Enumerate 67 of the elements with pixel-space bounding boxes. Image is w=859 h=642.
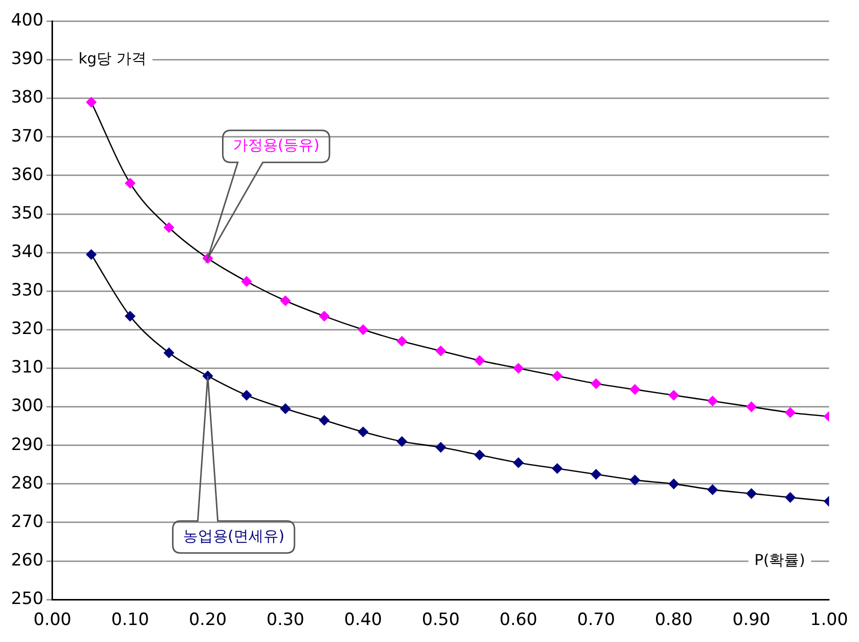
point	[513, 458, 524, 468]
point	[319, 415, 330, 426]
point	[124, 178, 136, 188]
x-tick-label: 0.30	[266, 610, 304, 630]
point	[707, 396, 718, 406]
y-tick-label: 270	[10, 512, 44, 532]
y-tick-label: 300	[10, 396, 44, 416]
y-tick-label: 400	[10, 10, 44, 31]
text: 농업용(면세유)	[182, 526, 284, 545]
point	[707, 484, 718, 495]
y-tick-label: 390	[10, 49, 44, 70]
x-tick-label: 0.80	[654, 610, 693, 630]
point	[124, 311, 136, 322]
point	[164, 348, 174, 358]
point	[241, 390, 252, 400]
point	[241, 276, 252, 287]
point	[785, 407, 796, 418]
y-tick-label: 370	[10, 126, 44, 146]
point	[746, 488, 757, 499]
y-tick-label: 380	[10, 88, 44, 108]
point	[164, 222, 174, 233]
point	[590, 378, 602, 389]
x-tick-label: 0.40	[344, 610, 382, 630]
x-tick-label: 0.10	[111, 610, 150, 630]
point	[630, 474, 640, 486]
text: 가정용(등유)	[232, 136, 320, 154]
point	[436, 346, 446, 356]
x-tick-label: 1.00	[810, 610, 848, 630]
y-tick-label: 360	[10, 164, 44, 185]
point	[630, 384, 640, 395]
point	[552, 370, 562, 382]
point	[590, 469, 602, 480]
point	[86, 97, 96, 108]
x-tick-label: 0.00	[34, 610, 72, 630]
y-tick-label: 290	[10, 434, 44, 455]
x-tick-label: 0.50	[422, 610, 460, 630]
point	[513, 363, 524, 374]
point	[474, 450, 485, 460]
point	[280, 404, 291, 414]
point	[358, 324, 368, 335]
point	[396, 436, 408, 447]
point	[746, 402, 757, 412]
point	[552, 463, 562, 474]
point	[436, 442, 446, 452]
point	[86, 249, 96, 260]
point	[396, 336, 408, 346]
y-tick-label: 350	[10, 203, 44, 224]
point	[474, 355, 485, 366]
y-tick-label: 280	[10, 473, 44, 494]
y-tick-label: 310	[10, 358, 44, 378]
x-tick-label: 0.90	[732, 610, 770, 630]
point	[319, 311, 330, 322]
y-tick-label: 340	[10, 242, 44, 262]
x-tick-label: 0.70	[577, 610, 616, 630]
point	[280, 296, 291, 306]
y-tick-label: 250	[10, 589, 44, 610]
x-axis-title: P(확률)	[754, 550, 806, 569]
y-tick-label: 320	[10, 319, 44, 340]
point	[668, 478, 679, 490]
y-tick-label: 260	[10, 550, 44, 570]
x-tick-label: 0.60	[499, 610, 538, 630]
x-tick-label: 0.20	[188, 610, 227, 630]
point	[668, 390, 679, 400]
point	[358, 426, 368, 438]
y-axis-title: kg당 가격	[78, 50, 146, 68]
y-tick-label: 330	[10, 280, 44, 301]
point	[785, 492, 796, 503]
